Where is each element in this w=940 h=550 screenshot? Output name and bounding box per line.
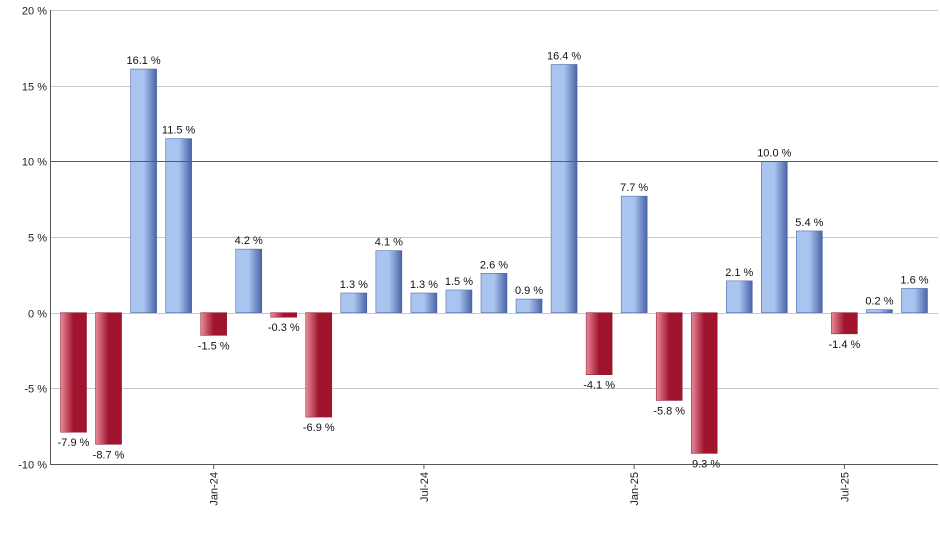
- bar-value-label: -8.7 %: [93, 449, 125, 461]
- bar: [305, 312, 333, 418]
- bar-value-label: 16.4 %: [547, 50, 581, 62]
- y-tick-label: 20 %: [22, 6, 47, 18]
- bar: [796, 230, 823, 313]
- bars: [60, 64, 928, 454]
- bar-value-label: 5.4 %: [795, 217, 823, 229]
- y-tick-label: 10 %: [22, 157, 47, 169]
- bar-value-label: 1.5 %: [445, 276, 473, 288]
- x-tick-label: Jan-25: [629, 472, 641, 506]
- bar-value-labels: -7.9 %-8.7 % 16.1 % 11.5 % -1.5 % 4.2 % -0.3 …: [58, 50, 929, 470]
- bar-value-label: 4.1 %: [375, 237, 403, 249]
- bar-value-label: 1.6 %: [900, 274, 928, 286]
- axes: [50, 10, 938, 469]
- bar: [515, 298, 543, 313]
- x-axis-tick-labels: Jan-24 Jul-24 Jan-25 Jul-25: [209, 472, 852, 506]
- bar: [726, 280, 753, 313]
- bar: [130, 68, 157, 313]
- bar: [95, 312, 122, 445]
- bar-value-label: 4.2 %: [235, 235, 263, 247]
- y-tick-label: 0 %: [28, 309, 47, 321]
- bar-value-label: -5.8 %: [653, 405, 685, 417]
- bar-value-label: 1.3 %: [340, 279, 368, 291]
- bar: [831, 312, 858, 335]
- y-tick-label: -10 %: [18, 460, 47, 472]
- bar: [480, 273, 508, 313]
- bar: [375, 250, 403, 313]
- bar: [550, 64, 578, 313]
- bar-value-label: 0.2 %: [865, 296, 893, 308]
- bar: [901, 288, 928, 313]
- bar-value-label: 16.1 %: [126, 55, 160, 67]
- bar-value-label: -7.9 %: [58, 437, 90, 449]
- y-axis-tick-labels: -10 % -5 % 0 % 5 % 10 % 15 % 20 %: [18, 6, 47, 472]
- bar: [690, 312, 718, 454]
- bar: [445, 289, 473, 313]
- bar-value-label: 11.5 %: [162, 125, 196, 137]
- bar: [866, 309, 893, 313]
- bar-value-label: 0.9 %: [515, 285, 543, 297]
- bar: [60, 312, 87, 433]
- bar-value-label: -1.5 %: [198, 340, 230, 352]
- bar-value-label: 2.6 %: [480, 259, 508, 271]
- bar: [340, 292, 368, 313]
- bar: [270, 312, 298, 318]
- bar-value-label: -0.3 %: [268, 322, 300, 334]
- bar-value-label: 7.7 %: [620, 182, 648, 194]
- bar-value-label: -1.4 %: [829, 339, 861, 351]
- y-tick-label: 5 %: [28, 233, 47, 245]
- y-tick-label: -5 %: [24, 384, 47, 396]
- x-tick-label: Jul-25: [839, 472, 851, 502]
- bar: [761, 161, 788, 313]
- bar: [200, 312, 227, 336]
- bar-value-label: 2.1 %: [725, 267, 753, 279]
- bar-value-label: 10.0 %: [757, 147, 791, 159]
- bar: [585, 312, 613, 375]
- bar-value-label: -6.9 %: [303, 422, 335, 434]
- bar: [620, 195, 648, 313]
- x-tick-label: Jul-24: [419, 472, 431, 502]
- y-tick-label: 15 %: [22, 82, 47, 94]
- bar: [235, 248, 262, 313]
- bar: [165, 138, 192, 313]
- x-tick-label: Jan-24: [209, 472, 221, 506]
- bar: [410, 292, 438, 313]
- bar: [655, 312, 683, 401]
- bar-value-label: -4.1 %: [583, 380, 615, 392]
- bar-value-label: 1.3 %: [410, 279, 438, 291]
